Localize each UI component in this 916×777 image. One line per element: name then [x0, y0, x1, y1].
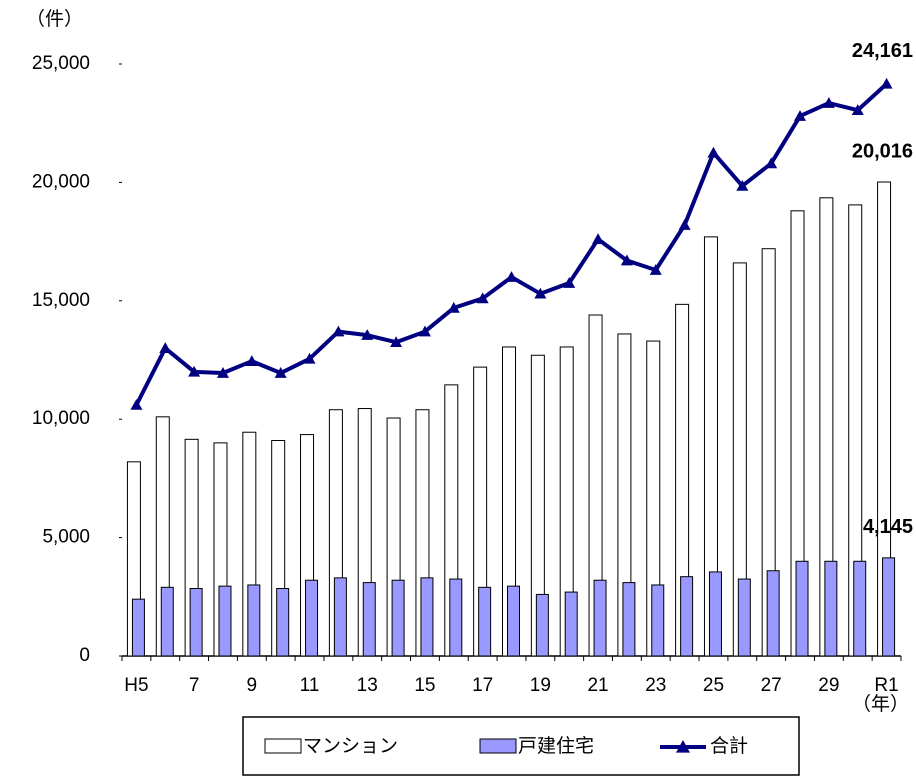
x-tick-label: 9	[247, 675, 258, 696]
bar	[276, 588, 290, 657]
x-tick-label: R1	[874, 675, 898, 696]
marker	[418, 325, 431, 337]
bar	[824, 560, 838, 657]
y-tick-label: 25,000	[32, 53, 90, 74]
bar	[333, 577, 347, 657]
bar	[882, 557, 896, 657]
y-tick-label: 5,000	[42, 527, 90, 548]
marker	[130, 398, 143, 410]
y-tick-label: 10,000	[32, 408, 90, 429]
bar	[622, 582, 636, 657]
bar	[218, 585, 232, 657]
marker	[361, 329, 374, 340]
value-label: 20,016	[852, 140, 913, 162]
value-label: 24,161	[852, 40, 913, 62]
legend-marker	[676, 740, 690, 753]
y-axis-label: （件）	[26, 8, 83, 30]
bar	[391, 579, 405, 657]
legend-label: 合計	[710, 735, 748, 757]
x-tick-label: 11	[300, 675, 320, 696]
x-axis-label: （年）	[852, 693, 909, 715]
x-tick-label: 25	[703, 675, 724, 696]
x-tick-label: 23	[645, 675, 666, 696]
marker	[476, 292, 489, 304]
bar	[131, 598, 145, 657]
x-tick-label: 13	[357, 675, 378, 696]
marker	[678, 219, 691, 230]
x-tick-label: 7	[189, 675, 200, 696]
marker	[794, 110, 807, 121]
marker	[649, 264, 662, 275]
marker	[765, 157, 778, 169]
x-tick-label: H5	[124, 675, 148, 696]
bar	[564, 591, 578, 657]
marker	[245, 355, 258, 366]
bar	[795, 560, 809, 657]
bar	[593, 579, 607, 657]
bar	[507, 585, 520, 657]
legend-swatch	[479, 738, 517, 754]
marker	[563, 277, 576, 288]
marker	[390, 336, 403, 348]
legend-label: 戸建住宅	[518, 735, 594, 757]
marker	[332, 325, 345, 337]
marker	[822, 97, 835, 108]
y-tick-label: 20,000	[32, 171, 90, 192]
bar	[535, 593, 549, 657]
marker	[303, 352, 316, 364]
marker	[274, 367, 287, 378]
marker	[707, 146, 720, 158]
legend-label: マンション	[303, 736, 398, 757]
marker	[592, 233, 605, 245]
bar	[449, 578, 463, 657]
bar	[853, 560, 867, 657]
x-tick-label: 17	[472, 675, 493, 696]
marker	[447, 301, 460, 313]
x-tick-label: 29	[818, 675, 839, 696]
legend-swatch	[264, 738, 302, 754]
marker	[188, 365, 201, 377]
marker	[505, 271, 518, 282]
marker	[851, 104, 864, 115]
bar	[478, 586, 492, 657]
bar	[189, 588, 203, 657]
x-tick-label: 15	[414, 675, 435, 696]
x-tick-label: 27	[761, 675, 782, 696]
marker	[534, 287, 547, 299]
marker	[880, 77, 893, 89]
bar	[708, 571, 722, 657]
bar	[680, 576, 694, 657]
legend-box	[242, 716, 800, 776]
x-tick-label: 21	[587, 675, 608, 696]
bar	[160, 586, 174, 657]
marker	[216, 367, 229, 378]
bar	[247, 584, 261, 657]
marker	[620, 254, 633, 266]
marker	[736, 179, 749, 191]
bar	[737, 578, 751, 657]
x-tick-label: 19	[530, 675, 551, 696]
bar	[362, 582, 376, 657]
bar	[651, 584, 665, 657]
bar	[420, 577, 434, 657]
y-tick-label: 15,000	[32, 290, 90, 311]
bar	[305, 579, 319, 657]
bar	[766, 570, 780, 657]
y-tick-label: 0	[79, 645, 90, 666]
marker	[159, 342, 172, 353]
value-label: 4,145	[863, 516, 913, 538]
